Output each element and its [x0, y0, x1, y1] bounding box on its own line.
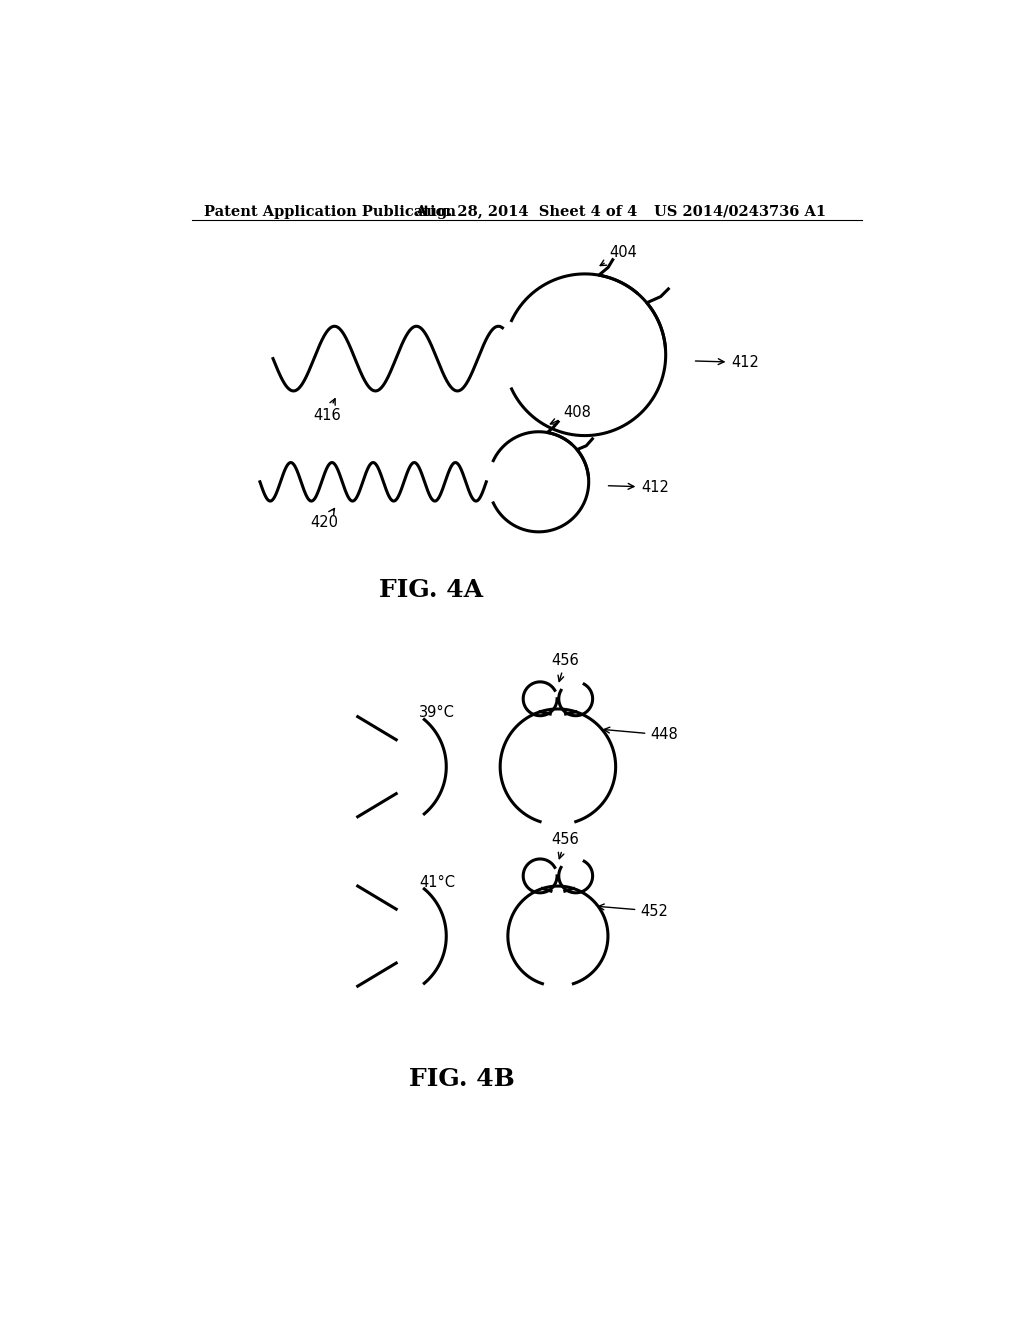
Text: 404: 404	[600, 244, 637, 265]
Text: 448: 448	[604, 727, 678, 742]
Text: FIG. 4B: FIG. 4B	[409, 1067, 514, 1090]
Text: US 2014/0243736 A1: US 2014/0243736 A1	[654, 205, 826, 219]
Text: 456: 456	[552, 832, 580, 859]
Text: 420: 420	[310, 508, 339, 531]
Text: 41°C: 41°C	[419, 875, 456, 890]
Text: 452: 452	[598, 904, 669, 919]
Text: 456: 456	[552, 652, 580, 681]
Text: Patent Application Publication: Patent Application Publication	[204, 205, 456, 219]
Text: FIG. 4A: FIG. 4A	[379, 578, 483, 602]
Text: 416: 416	[313, 399, 341, 424]
Text: 39°C: 39°C	[419, 705, 456, 721]
Text: 408: 408	[550, 405, 591, 424]
Text: 412: 412	[608, 479, 669, 495]
Text: 412: 412	[695, 355, 759, 370]
Text: Aug. 28, 2014  Sheet 4 of 4: Aug. 28, 2014 Sheet 4 of 4	[416, 205, 638, 219]
